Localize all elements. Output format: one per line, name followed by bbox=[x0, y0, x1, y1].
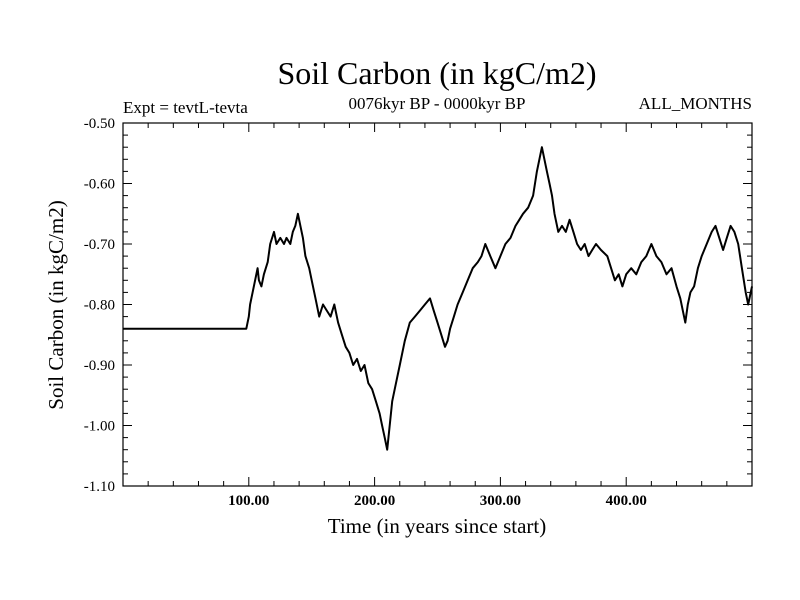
series-line bbox=[123, 146, 753, 451]
y-tick-label: -1.10 bbox=[84, 479, 115, 495]
chart-subtitle: 0076kyr BP - 0000kyr BP bbox=[349, 94, 526, 113]
x-tick-label: 100.00 bbox=[228, 493, 269, 509]
y-axis: -0.50 -0.60 -0.70 -0.80 -0.90 -1.00 -1.10 bbox=[84, 116, 752, 495]
x-axis: 100.00 200.00 300.00 400.00 bbox=[122, 123, 753, 509]
experiment-label: Expt = tevtL-tevta bbox=[123, 98, 248, 117]
x-tick-label: 200.00 bbox=[354, 493, 395, 509]
chart-title: Soil Carbon (in kgC/m2) bbox=[277, 55, 596, 91]
x-axis-label: Time (in years since start) bbox=[328, 514, 547, 538]
y-tick-label: -0.50 bbox=[84, 116, 115, 132]
y-tick-label: -1.00 bbox=[84, 419, 115, 435]
y-tick-label: -0.60 bbox=[84, 177, 115, 193]
x-tick-label: 300.00 bbox=[480, 493, 521, 509]
y-tick-label: -0.80 bbox=[84, 298, 115, 314]
months-label: ALL_MONTHS bbox=[639, 94, 752, 113]
y-axis-label: Soil Carbon (in kgC/m2) bbox=[44, 200, 68, 409]
x-tick-label: 400.00 bbox=[606, 493, 647, 509]
y-tick-label: -0.90 bbox=[84, 358, 115, 374]
plot-frame bbox=[122, 122, 753, 487]
y-tick-label: -0.70 bbox=[84, 237, 115, 253]
